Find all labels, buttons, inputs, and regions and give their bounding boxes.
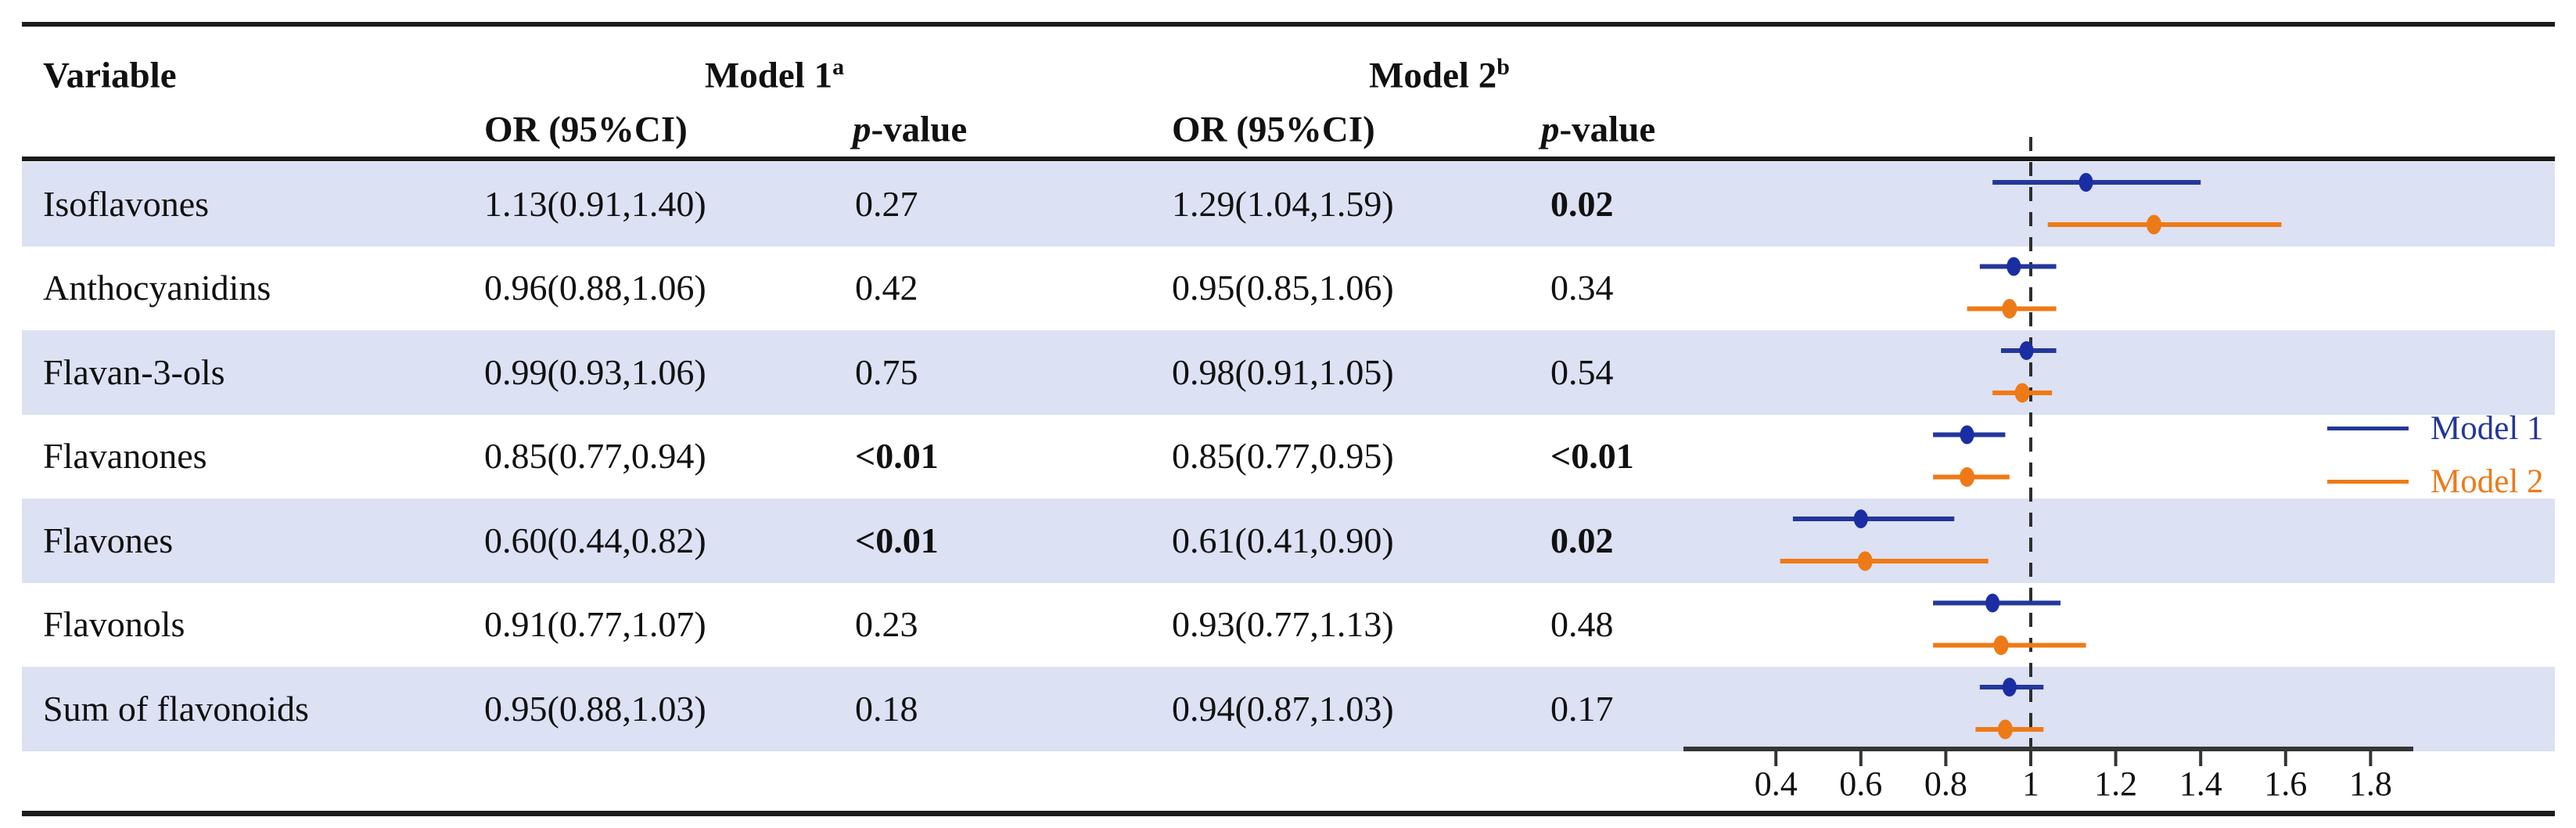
header-m2-or-ci-label: OR (95%CI) <box>1172 109 1375 150</box>
cell-m1-or-ci: 0.99(0.93,1.06) <box>484 351 706 392</box>
cell-m1-or-ci: 0.96(0.88,1.06) <box>484 268 706 308</box>
header-model2: Model 2b <box>1369 55 1510 96</box>
table-bottom-rule <box>22 811 2555 816</box>
cell-m2-p-value: 0.02 <box>1550 183 1614 224</box>
row-band <box>22 499 2555 583</box>
cell-m2-p-value: 0.48 <box>1550 604 1614 645</box>
table-header-rule <box>22 157 2555 161</box>
cell-variable: Anthocyanidins <box>43 268 271 308</box>
cell-m1-or-ci: 1.13(0.91,1.40) <box>484 183 706 224</box>
row-band <box>22 330 2555 415</box>
cell-variable: Flavanones <box>43 436 207 477</box>
header-m1-or-ci: OR (95%CI) <box>484 109 688 150</box>
axis-tick-label: 1.6 <box>2264 765 2307 803</box>
point-estimate-model1 <box>2002 678 2017 697</box>
point-estimate-model2 <box>2002 299 2017 319</box>
header-model1-label: Model 1 <box>704 55 833 96</box>
point-estimate-model2 <box>1857 551 1873 571</box>
header-model2-superscript: b <box>1496 53 1510 80</box>
point-estimate-model1 <box>1985 593 2000 613</box>
header-model1-superscript: a <box>832 53 845 80</box>
row-band <box>22 162 2555 247</box>
cell-m2-p-value: 0.34 <box>1550 268 1614 308</box>
header-m1-p-value: p-value <box>853 109 968 150</box>
axis-tick-label: 1.8 <box>2349 765 2392 803</box>
cell-m2-or-ci: 0.95(0.85,1.06) <box>1172 268 1394 308</box>
cell-m1-or-ci: 0.85(0.77,0.94) <box>484 436 706 477</box>
cell-m2-or-ci: 0.98(0.91,1.05) <box>1172 351 1394 392</box>
cell-m2-p-value: 0.17 <box>1550 688 1614 729</box>
cell-m1-p-value: 0.42 <box>855 268 918 308</box>
point-estimate-model1 <box>1960 425 1974 445</box>
header-model1: Model 1a <box>704 55 844 96</box>
point-estimate-model1 <box>1853 509 1868 528</box>
cell-m2-or-ci: 0.94(0.87,1.03) <box>1172 688 1394 729</box>
cell-m2-or-ci: 0.93(0.77,1.13) <box>1172 604 1394 645</box>
point-estimate-model1 <box>2007 257 2021 276</box>
cell-m1-p-value: <0.01 <box>855 436 939 477</box>
cell-variable: Isoflavones <box>43 183 210 224</box>
legend-item-model2: Model 2 <box>2327 462 2544 501</box>
legend-line-model2 <box>2327 479 2409 484</box>
axis-tick-label: 1.4 <box>2179 765 2222 803</box>
axis-tick-label: 1.2 <box>2094 765 2137 803</box>
cell-m2-or-ci: 1.29(1.04,1.59) <box>1172 183 1394 224</box>
cell-m1-or-ci: 0.95(0.88,1.03) <box>484 688 706 729</box>
cell-m2-p-value: 0.54 <box>1550 351 1614 392</box>
cell-m1-or-ci: 0.91(0.77,1.07) <box>484 604 706 645</box>
cell-m2-or-ci: 0.61(0.41,0.90) <box>1172 520 1394 560</box>
cell-m2-p-value: <0.01 <box>1550 436 1634 477</box>
cell-variable: Sum of flavonoids <box>43 688 309 729</box>
legend-item-model1: Model 1 <box>2327 409 2544 448</box>
header-m1-p-value-label: p-value <box>853 109 968 150</box>
legend-label-model2: Model 2 <box>2430 463 2544 500</box>
cell-variable: Flavonols <box>43 604 185 645</box>
cell-m1-p-value: 0.27 <box>855 183 918 224</box>
axis-tick-label: 0.8 <box>1924 765 1967 803</box>
cell-m1-p-value: 0.75 <box>855 351 918 392</box>
point-estimate-model2 <box>2014 383 2030 403</box>
cell-variable: Flavan-3-ols <box>43 351 225 392</box>
row-band <box>22 667 2555 751</box>
legend-label-model1: Model 1 <box>2430 409 2544 447</box>
axis-tick-label: 0.6 <box>1839 765 1882 803</box>
cell-m2-p-value: 0.02 <box>1550 520 1614 560</box>
header-m2-or-ci: OR (95%CI) <box>1172 109 1375 150</box>
cell-m1-or-ci: 0.60(0.44,0.82) <box>484 520 706 560</box>
cell-m1-p-value: 0.23 <box>855 604 918 645</box>
header-variable-label: Variable <box>43 55 177 96</box>
point-estimate-model2 <box>1993 635 2009 655</box>
point-estimate-model2 <box>2146 214 2161 235</box>
header-m2-p-value: p-value <box>1541 109 1656 150</box>
header-m2-p-value-label: p-value <box>1541 109 1656 150</box>
axis-tick-label: 1 <box>2022 765 2039 803</box>
cell-m1-p-value: <0.01 <box>855 520 939 560</box>
table-top-rule <box>22 22 2555 27</box>
header-model2-label: Model 2 <box>1369 55 1497 96</box>
cell-m1-p-value: 0.18 <box>855 688 918 729</box>
header-m1-or-ci-label: OR (95%CI) <box>484 109 688 150</box>
point-estimate-model2 <box>1997 719 2013 740</box>
legend-line-model1 <box>2327 426 2409 430</box>
point-estimate-model2 <box>1960 467 1975 487</box>
cell-variable: Flavones <box>43 520 174 560</box>
point-estimate-model1 <box>2019 341 2034 360</box>
axis-tick-label: 0.4 <box>1755 765 1798 803</box>
cell-m2-or-ci: 0.85(0.77,0.95) <box>1172 436 1394 477</box>
header-variable: Variable <box>43 55 177 96</box>
point-estimate-model1 <box>2078 173 2093 192</box>
